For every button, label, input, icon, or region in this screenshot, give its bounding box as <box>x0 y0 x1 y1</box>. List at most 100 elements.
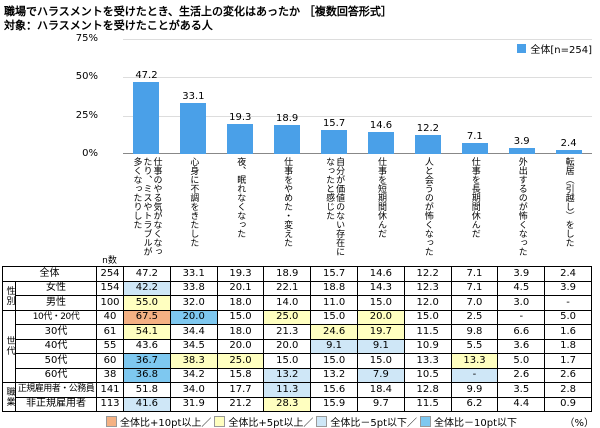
table-cell: 10.5 <box>403 367 452 383</box>
table-cell: 15.0 <box>216 309 265 325</box>
row-label: 50代 <box>15 353 97 369</box>
bar-value-label: 12.2 <box>416 123 440 135</box>
table-cell: 18.8 <box>310 280 358 296</box>
table-cell: 19.7 <box>356 324 405 340</box>
table-cell: 1.8 <box>544 338 592 354</box>
table-cell: 13.3 <box>403 353 452 369</box>
highlight-legend-label: 全体比+5pt以上／ <box>228 418 314 428</box>
table-cell: 2.5 <box>450 309 499 325</box>
table-cell: 28.3 <box>263 396 312 412</box>
table-cell: 12.2 <box>403 266 452 282</box>
table-cell: 14.3 <box>356 280 405 296</box>
table-cell: 7.1 <box>450 280 499 296</box>
table-cell: 55.0 <box>123 295 171 311</box>
table-cell: 12.8 <box>403 382 452 398</box>
bar <box>133 81 160 154</box>
table-cell: 2.8 <box>544 382 592 398</box>
table-cell: 5.0 <box>497 353 546 369</box>
table-cell: 9.1 <box>310 338 358 354</box>
table-cell: 34.2 <box>169 367 218 383</box>
row-label: 正規雇用者・公務員 <box>15 382 97 398</box>
table-cell: 4.4 <box>497 396 546 412</box>
table-cell: 36.7 <box>123 353 171 369</box>
table-cell: 3.9 <box>497 266 546 282</box>
table-cell: 11.5 <box>403 324 452 340</box>
table-cell: 34.4 <box>169 324 218 340</box>
bar <box>321 129 348 154</box>
table-cell: 20.0 <box>263 338 312 354</box>
table-cell: 41.6 <box>123 396 171 412</box>
category-label-cell: 仕事のやる気がなくなったり、ミスやトラブルが多くなったりした <box>123 157 170 263</box>
category-label: 仕事を長期間休んだ <box>469 157 480 238</box>
category-label-cell: 心身に不調をきたした <box>170 157 217 263</box>
table-cell: 11.5 <box>403 396 452 412</box>
bar-slot: 47.2 <box>123 39 170 154</box>
table-cell: 1.7 <box>544 353 592 369</box>
highlight-legend: 全体比+10pt以上／ 全体比+5pt以上／ 全体比－5pt以下／ 全体比－10pt以… <box>106 414 517 428</box>
table-cell: 2.4 <box>544 266 592 282</box>
table-cell: 31.9 <box>169 396 218 412</box>
bar-value-label: 19.3 <box>229 112 252 124</box>
highlight-legend-label: 全体比－10pt以下 <box>434 418 518 428</box>
category-label-cell: 仕事をやめた・変えた <box>264 157 311 263</box>
highlight-legend-swatch <box>316 416 328 427</box>
table-cell: 21.3 <box>263 324 312 340</box>
n-value: 113 <box>96 396 124 412</box>
bar-slot: 18.9 <box>264 39 311 154</box>
category-label: 転居（引越し）をした <box>563 157 574 247</box>
y-tick-label: 0% <box>82 148 98 159</box>
table-cell: 43.6 <box>123 338 171 354</box>
table-cell: 20.1 <box>216 280 265 296</box>
group-label: 性別 <box>2 280 16 311</box>
bar-value-label: 14.6 <box>369 119 393 131</box>
table-cell: 15.0 <box>356 295 405 311</box>
table-row: 性別 女性 154 42.2 33.8 20.1 22.1 18.8 14.3 12.3 7.1 4.… <box>2 280 592 311</box>
bar-value-label: 47.2 <box>135 69 158 81</box>
table-row: 職業 正規雇用者・公務員 141 51.8 34.0 17.7 11.3 15.6 18.4 12… <box>2 382 592 412</box>
gridline <box>123 39 592 40</box>
bar-chart: 75% 50% 25% 0% 47.2 33.1 19.3 18.9 15.7 14.6 12.2… <box>0 33 600 159</box>
row-label: 10代・20代 <box>15 309 97 325</box>
category-label-cell: 自分が価値のない存在になったと感じた <box>311 157 358 263</box>
category-labels-row: 仕事のやる気がなくなったり、ミスやトラブルが多くなったりした 心身に不調をきたした… <box>123 157 592 263</box>
table-cell: - <box>497 309 546 325</box>
category-label: 仕事を短期間休んだ <box>375 157 386 238</box>
page-subtitle: 対象：ハラスメントを受けたことがある人 <box>4 19 213 32</box>
bar-slot: 15.7 <box>311 39 358 154</box>
table-cell: 18.4 <box>356 382 405 398</box>
table-cell: 13.2 <box>263 367 312 383</box>
table-cell: 21.2 <box>216 396 265 412</box>
table-cell: 9.1 <box>356 338 405 354</box>
table-row: 50代 60 36.7 38.3 25.0 15.0 15.0 15.0 13.3 13.3 5.0… <box>3 353 592 369</box>
table-cell: 11.3 <box>263 382 312 398</box>
table-cell: 4.5 <box>497 280 546 296</box>
category-label-cell: 転居（引越し）をした <box>545 157 592 263</box>
table-cell: 22.1 <box>263 280 312 296</box>
table-cell: 42.2 <box>123 280 171 296</box>
table-cell: 15.0 <box>263 353 312 369</box>
bar-slot: 19.3 <box>217 39 264 154</box>
table-cell: 10.9 <box>403 338 452 354</box>
table-cell: 9.9 <box>450 382 499 398</box>
table-cell: 3.0 <box>497 295 546 311</box>
table-cell: 7.0 <box>450 295 499 311</box>
row-label: 60代 <box>15 367 97 383</box>
table-row: 全体 254 47.2 33.1 19.3 18.9 15.7 14.6 12.2 7.1 3.9 2… <box>2 266 592 282</box>
y-tick-label: 75% <box>75 33 98 44</box>
table-cell: 17.7 <box>216 382 265 398</box>
table-cell: 15.9 <box>310 396 358 412</box>
table-cell: 11.0 <box>310 295 358 311</box>
category-label-cell: 仕事を長期間休んだ <box>451 157 498 263</box>
table-cell: 6.6 <box>497 324 546 340</box>
bars-row: 47.2 33.1 19.3 18.9 15.7 14.6 12.2 7.1 3.9 2.4 <box>123 39 592 154</box>
n-value: 38 <box>96 367 124 383</box>
n-value: 100 <box>96 295 124 311</box>
bar <box>555 150 582 154</box>
highlight-legend-swatch <box>106 416 117 427</box>
table-cell: 15.0 <box>310 309 358 325</box>
n-column-header: n数 <box>102 256 117 266</box>
highlight-legend-swatch <box>420 416 432 427</box>
table-cell: 1.6 <box>544 324 592 340</box>
table-cell: 15.0 <box>356 353 405 369</box>
table-cell: 13.2 <box>310 367 358 383</box>
